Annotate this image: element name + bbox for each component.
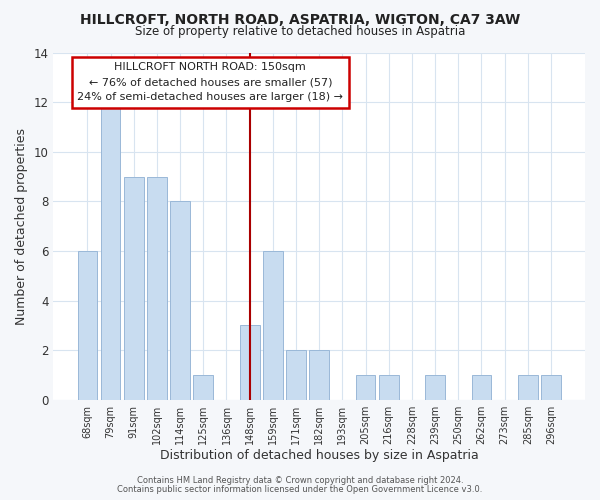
Bar [472,375,491,400]
Bar [193,375,213,400]
Bar [541,375,561,400]
Text: HILLCROFT, NORTH ROAD, ASPATRIA, WIGTON, CA7 3AW: HILLCROFT, NORTH ROAD, ASPATRIA, WIGTON,… [80,12,520,26]
Bar [147,176,167,400]
Bar [425,375,445,400]
Bar [170,202,190,400]
X-axis label: Distribution of detached houses by size in Aspatria: Distribution of detached houses by size … [160,450,479,462]
Text: Size of property relative to detached houses in Aspatria: Size of property relative to detached ho… [135,25,465,38]
Bar [124,176,143,400]
Bar [263,251,283,400]
Bar [101,102,121,400]
Bar [286,350,306,400]
Bar [310,350,329,400]
Y-axis label: Number of detached properties: Number of detached properties [15,128,28,324]
Bar [240,326,260,400]
Text: Contains public sector information licensed under the Open Government Licence v3: Contains public sector information licen… [118,485,482,494]
Bar [356,375,376,400]
Bar [77,251,97,400]
Bar [518,375,538,400]
Text: HILLCROFT NORTH ROAD: 150sqm
← 76% of detached houses are smaller (57)
24% of se: HILLCROFT NORTH ROAD: 150sqm ← 76% of de… [77,62,343,102]
Bar [379,375,398,400]
Text: Contains HM Land Registry data © Crown copyright and database right 2024.: Contains HM Land Registry data © Crown c… [137,476,463,485]
